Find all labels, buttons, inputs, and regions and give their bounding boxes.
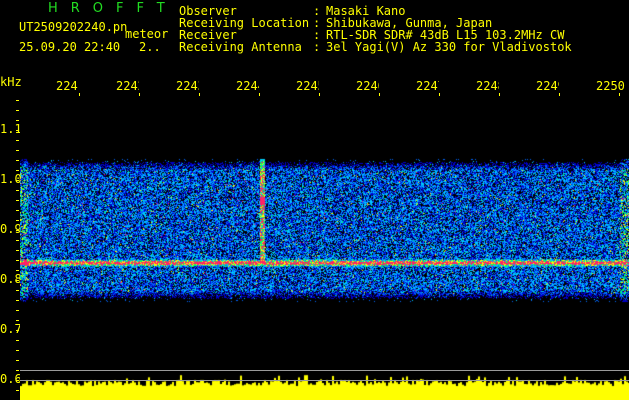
y-minor-tick [16,200,19,201]
y-minor-tick [16,310,19,311]
extra-info: 2.. [139,40,161,54]
x-tick [439,93,440,96]
x-tick [559,93,560,96]
x-tick-label: 2249 [536,80,559,92]
filename-suffix: meteor [125,27,169,41]
x-tick [379,93,380,96]
y-minor-tick [16,250,19,251]
x-tick [139,93,140,96]
y-minor-tick [16,210,19,211]
y-minor-tick [16,240,19,241]
filename: UT2509202240.pn [19,20,128,34]
datetime: 25.09.20 22:40 [19,40,121,54]
y-minor-tick [16,230,19,231]
y-minor-tick [16,130,19,131]
y-minor-tick [16,340,19,341]
field-value: Masaki Kano [326,4,406,18]
y-minor-tick [16,150,19,151]
field-value: 3el Yagi(V) Az 330 for Vladivostok [326,40,572,54]
field-colon: : [313,16,321,30]
spectrogram [20,96,629,400]
y-minor-tick [16,140,19,141]
y-minor-tick [16,100,19,101]
x-tick [79,93,80,96]
y-minor-tick [16,280,19,281]
y-minor-tick [16,330,19,331]
x-tick-label: 2246 [356,80,379,92]
y-minor-tick [16,190,19,191]
x-tick-label: 2248 [476,80,499,92]
y-minor-tick [16,360,19,361]
y-minor-tick [16,290,19,291]
y-tick-label: 1.1 [0,122,22,136]
y-minor-tick [16,380,19,381]
field-colon: : [313,40,321,54]
x-tick-label: 2244 [236,80,259,92]
y-tick-label: 0.9 [0,222,22,236]
y-tick-label: 1.0 [0,172,22,186]
y-axis-label: kHz [0,75,22,89]
x-tick-label: 2247 [416,80,439,92]
y-minor-tick [16,270,19,271]
y-minor-tick [16,390,19,391]
field-label: Receiving Antenna [179,40,302,54]
y-minor-tick [16,300,19,301]
field-label: Receiver [179,28,237,42]
x-tick [259,93,260,96]
y-minor-tick [16,350,19,351]
field-label: Receiving Location [179,16,310,30]
app-brand: HROFFT [48,1,178,16]
y-tick-label: 0.8 [0,272,22,286]
y-minor-tick [16,180,19,181]
field-value: RTL-SDR SDR# 43dB L15 103.2MHz CW [326,28,565,42]
x-tick [199,93,200,96]
y-minor-tick [16,160,19,161]
x-tick-label: 2243 [176,80,199,92]
x-tick [319,93,320,96]
x-tick-label: 2250 [596,80,625,92]
y-minor-tick [16,120,19,121]
level-line-upper [20,370,629,371]
y-minor-tick [16,220,19,221]
y-minor-tick [16,320,19,321]
field-colon: : [313,28,321,42]
y-tick-label: 0.6 [0,372,22,386]
field-colon: : [313,4,321,18]
y-tick-label: 0.7 [0,322,22,336]
level-line-lower [20,380,629,381]
x-tick-label: 2241 [56,80,79,92]
y-minor-tick [16,110,19,111]
y-minor-tick [16,170,19,171]
x-tick [499,93,500,96]
y-minor-tick [16,260,19,261]
field-value: Shibukawa, Gunma, Japan [326,16,493,30]
x-tick-label: 2245 [296,80,319,92]
y-minor-tick [16,370,19,371]
field-label: Observer [179,4,237,18]
x-tick [619,93,620,96]
